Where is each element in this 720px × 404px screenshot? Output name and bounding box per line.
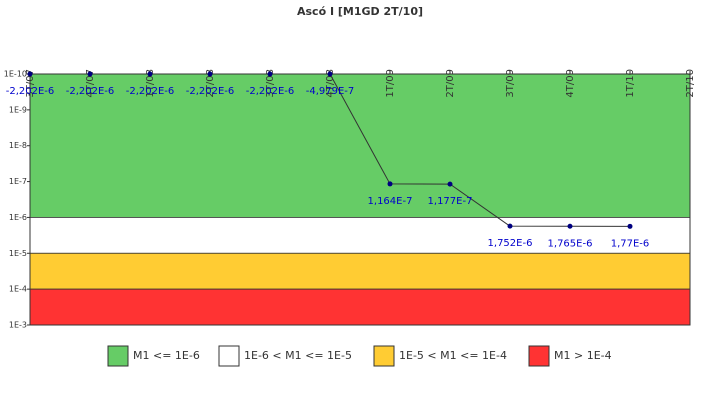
data-point	[567, 223, 573, 229]
data-point	[147, 71, 153, 77]
x-tick-label: 3T/07	[25, 69, 36, 98]
band	[29, 73, 691, 218]
data-point	[507, 223, 513, 229]
plot-frame	[29, 73, 691, 326]
legend-label: 1E-6 < M1 <= 1E-5	[244, 349, 352, 362]
x-tick-label: 3T/08	[265, 69, 276, 98]
y-tick-label: 1E-10	[4, 70, 27, 79]
data-label: -2,202E-6	[66, 86, 115, 97]
data-point	[207, 71, 213, 77]
data-point	[27, 71, 33, 77]
x-tick-label: 1T/09	[385, 69, 396, 98]
data-label: -2,202E-6	[246, 86, 295, 97]
data-label: -2,202E-6	[6, 86, 55, 97]
legend-swatch	[107, 345, 129, 367]
chart-title: Ascó I [M1GD 2T/10]	[297, 5, 423, 18]
data-label: -2,202E-6	[126, 86, 175, 97]
data-label: 1,77E-6	[611, 238, 650, 249]
data-label: 1,164E-7	[368, 196, 413, 207]
x-tick-label: 1T/08	[145, 69, 156, 98]
legend-swatch	[528, 345, 550, 367]
x-tick-label: 2T/10	[685, 69, 696, 98]
x-tick-label: 2T/09	[445, 69, 456, 98]
x-tick-label: 4T/09	[565, 69, 576, 98]
data-point	[387, 181, 393, 187]
y-tick-label: 1E-5	[9, 249, 27, 258]
band	[29, 288, 691, 326]
legend-swatch	[218, 345, 240, 367]
data-label: 1,752E-6	[488, 238, 533, 249]
data-point	[327, 71, 333, 77]
x-tick-label: 4T/07	[85, 69, 96, 98]
y-tick-label: 1E-8	[9, 141, 27, 150]
data-label: -4,979E-7	[306, 86, 355, 97]
data-label: -2,202E-6	[186, 86, 235, 97]
y-tick-label: 1E-6	[9, 213, 27, 222]
band	[29, 217, 691, 254]
legend-swatch	[373, 345, 395, 367]
data-point	[87, 71, 93, 77]
y-tick-label: 1E-4	[9, 285, 27, 294]
x-tick-label: 1T/10	[625, 69, 636, 98]
y-tick-label: 1E-7	[9, 177, 27, 186]
data-point	[447, 181, 453, 187]
data-point	[627, 223, 633, 229]
data-label: 1,765E-6	[548, 238, 593, 249]
x-tick-label: 2T/08	[205, 69, 216, 98]
y-tick-label: 1E-3	[9, 321, 27, 330]
x-tick-label: 3T/09	[505, 69, 516, 98]
y-tick-label: 1E-9	[9, 105, 27, 114]
legend-label: M1 > 1E-4	[554, 349, 612, 362]
data-label: 1,177E-7	[428, 196, 473, 207]
legend-label: M1 <= 1E-6	[133, 349, 200, 362]
band	[29, 252, 691, 290]
x-tick-label: 4T/08	[325, 69, 336, 98]
data-point	[267, 71, 273, 77]
legend-label: 1E-5 < M1 <= 1E-4	[399, 349, 507, 362]
